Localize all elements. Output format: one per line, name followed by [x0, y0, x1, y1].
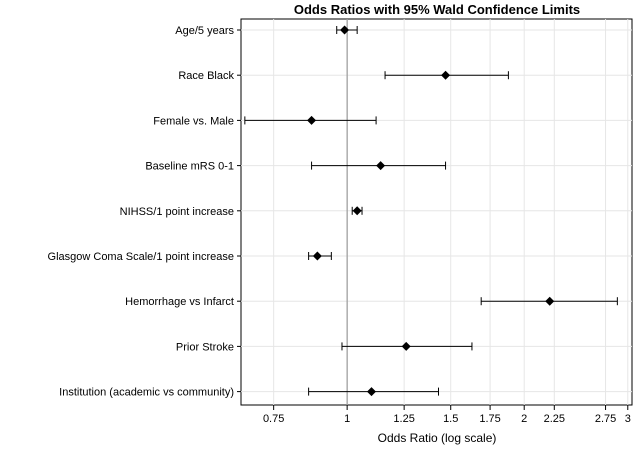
point-estimate-diamond [352, 206, 362, 216]
point-estimate-diamond [441, 70, 451, 80]
row-label: Glasgow Coma Scale/1 point increase [48, 251, 234, 263]
x-tick-label: 1 [344, 413, 350, 425]
x-tick-label: 2.25 [544, 413, 565, 425]
gridlines [241, 19, 632, 405]
x-tick-label: 1.25 [393, 413, 414, 425]
x-tick-label: 2.75 [595, 413, 616, 425]
x-axis-label: Odds Ratio (log scale) [378, 431, 497, 445]
row-label: Age/5 years [175, 25, 234, 37]
x-ticks-group: 0.75 1 1.25 1.5 1.75 2 2.25 2.75 3 [263, 405, 631, 425]
y-labels-group: Age/5 years Race Black Female vs. Male Base… [48, 25, 241, 399]
row-label: NIHSS/1 point increase [120, 206, 234, 218]
point-estimate-diamond [366, 387, 376, 397]
x-tick-label: 1.75 [479, 413, 500, 425]
row-label: Institution (academic vs community) [59, 387, 234, 399]
point-estimate-diamond [340, 25, 350, 35]
point-estimate-diamond [312, 251, 322, 261]
row-label: Female vs. Male [153, 115, 234, 127]
point-estimate-diamond [545, 296, 555, 306]
x-tick-label: 2 [521, 413, 527, 425]
x-tick-label: 1.5 [443, 413, 458, 425]
row-label: Hemorrhage vs Infarct [125, 296, 234, 308]
point-estimate-diamond [376, 161, 386, 171]
x-tick-label: 0.75 [263, 413, 284, 425]
row-label: Race Black [178, 70, 234, 82]
row-label: Prior Stroke [176, 341, 234, 353]
point-estimate-diamond [401, 341, 411, 351]
x-tick-label: 3 [625, 413, 631, 425]
plot-frame [240, 18, 633, 406]
row-label: Baseline mRS 0-1 [145, 161, 234, 173]
marks-group [244, 25, 618, 397]
chart-title: Odds Ratios with 95% Wald Confidence Lim… [294, 2, 580, 17]
point-estimate-diamond [307, 115, 317, 125]
